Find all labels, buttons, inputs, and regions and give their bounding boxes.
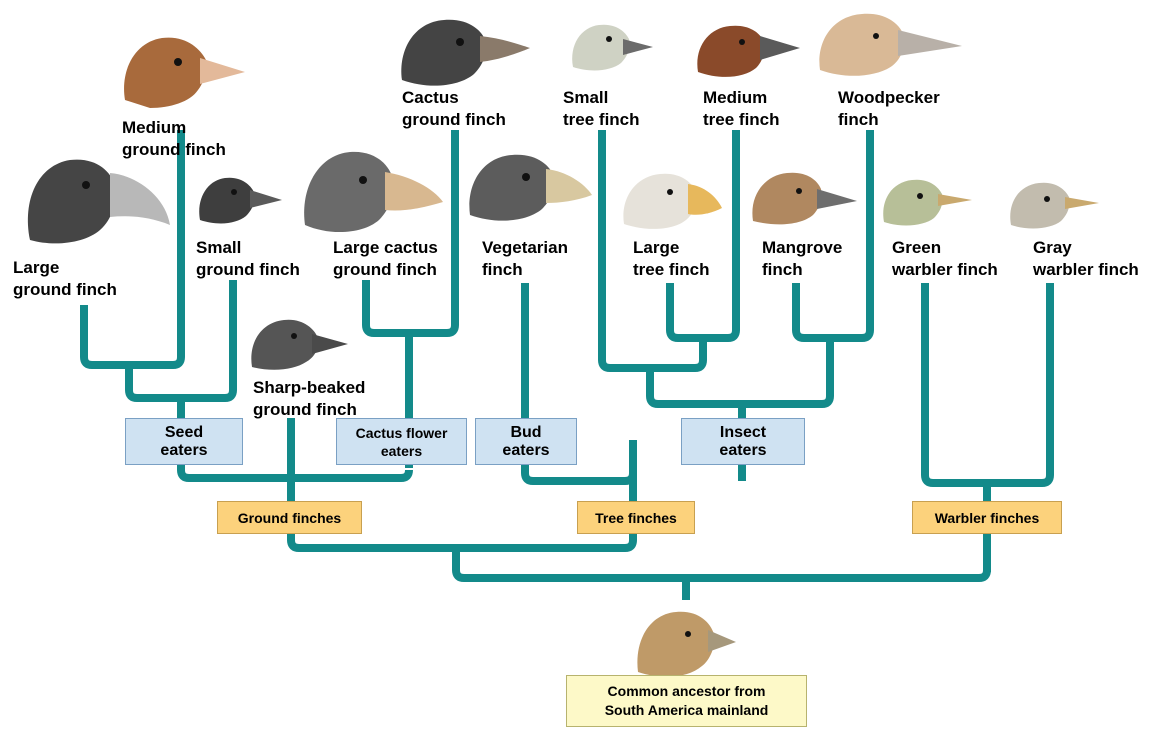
label-green-warbler-finch: Green warbler finch [892,238,998,279]
mangrove-finch-icon [752,172,857,225]
common-ancestor-finch-icon [637,611,736,677]
gray-warbler-finch-icon [1010,182,1099,229]
small-ground-finch-icon [199,177,282,224]
green-warbler-finch-icon [883,179,972,226]
label-gray-warbler-finch: Gray warbler finch [1033,238,1139,279]
label-woodpecker-finch: Woodpecker finch [838,88,940,129]
large-tree-finch-icon [623,173,722,229]
label-large-cactus-ground-finch: Large cactus ground finch [333,238,438,279]
large-cactus-ground-finch-icon [304,151,443,233]
small-tree-finch-icon [572,24,653,71]
diet-box-bud-eaters: Bud eaters [475,418,577,465]
diet-box-cactus-flower-eaters: Cactus flower eaters [336,418,467,465]
diet-box-insect-eaters: Insect eaters [681,418,805,465]
label-small-ground-finch: Small ground finch [196,238,300,279]
label-large-tree-finch: Large tree finch [633,238,710,279]
vegetarian-finch-icon [469,154,592,221]
large-ground-finch-icon [27,159,170,244]
sharp-beaked-ground-finch-icon [251,319,348,370]
clade-box-tree-finches: Tree finches [577,501,695,534]
cactus-ground-finch-icon [401,19,530,86]
diet-box-seed-eaters: Seed eaters [125,418,243,465]
label-sharp-beaked-ground-finch: Sharp-beaked ground finch [253,378,366,419]
label-medium-ground-finch: Medium ground finch [122,118,226,159]
medium-tree-finch-icon [697,25,800,77]
label-small-tree-finch: Small tree finch [563,88,640,129]
clade-box-warbler-finches: Warbler finches [912,501,1062,534]
branch-root [452,548,991,582]
label-large-ground-finch: Large ground finch [13,258,117,299]
clade-box-ground-finches: Ground finches [217,501,362,534]
label-medium-tree-finch: Medium tree finch [703,88,780,129]
label-vegetarian-finch: Vegetarian finch [482,238,568,279]
branch-ground-join [177,398,413,482]
medium-ground-finch-icon [124,37,245,108]
common-ancestor-box: Common ancestor from South America mainla… [566,675,807,727]
woodpecker-finch-icon [819,13,962,76]
label-mangrove-finch: Mangrove finch [762,238,843,279]
label-cactus-ground-finch: Cactus ground finch [402,88,506,129]
branch-ground-tree [287,478,637,552]
